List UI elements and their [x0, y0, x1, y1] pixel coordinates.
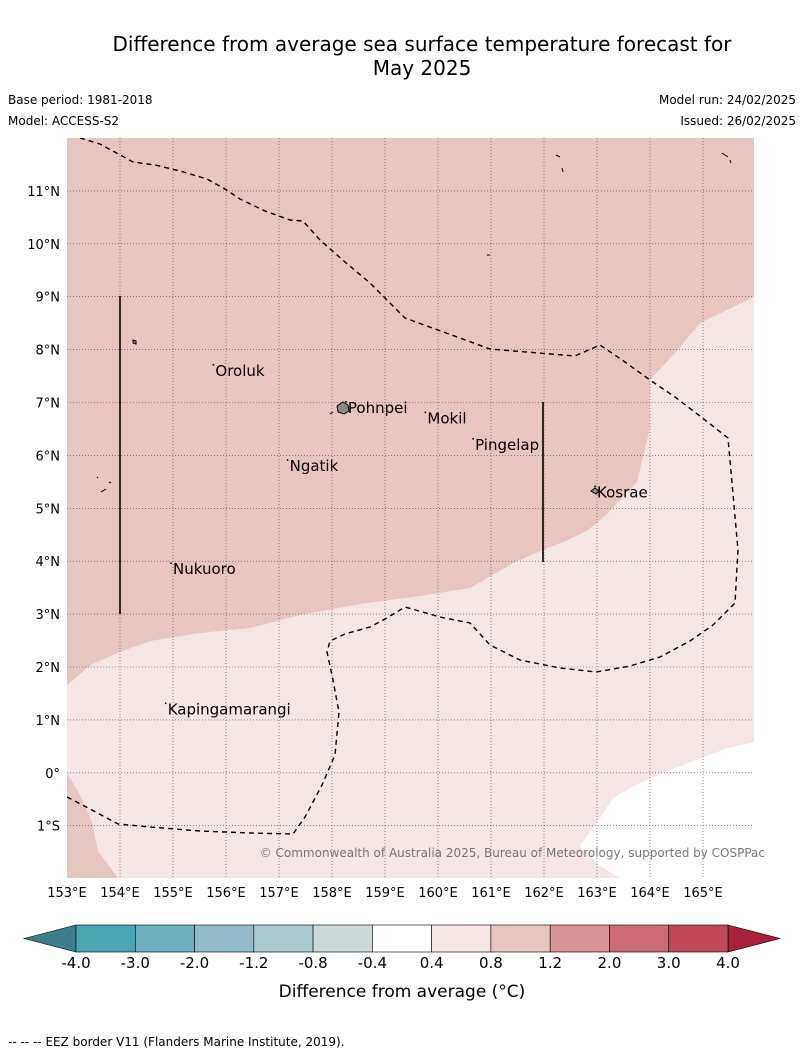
- west-islet: [132, 339, 137, 345]
- colorbar-tick-label: 1.2: [538, 954, 562, 972]
- lat-tick-label: 1°S: [37, 820, 60, 835]
- place-marker: [424, 411, 427, 414]
- place-marker: [472, 437, 474, 440]
- lon-tick-label: 162°E: [524, 886, 564, 901]
- lon-tick-label: 163°E: [577, 886, 617, 901]
- colorbar-under-arrow: [22, 924, 77, 953]
- colorbar-tick-label: 0.4: [420, 954, 444, 972]
- colorbar-tick-label: -0.4: [358, 954, 387, 972]
- place-marker: [286, 459, 289, 461]
- place-label: Oroluk: [215, 362, 264, 380]
- lat-tick-label: 8°N: [36, 344, 61, 359]
- lon-tick-label: 164°E: [630, 886, 670, 901]
- lon-tick-label: 154°E: [100, 886, 140, 901]
- lon-tick-label: 155°E: [153, 886, 193, 901]
- model-name: Model: ACCESS-S2: [8, 114, 120, 128]
- colorbar-tick-label: 2.0: [598, 954, 622, 972]
- place-label: Kosrae: [597, 483, 648, 501]
- lon-tick-label: 165°E: [683, 886, 723, 901]
- lat-tick-label: 9°N: [36, 291, 61, 306]
- lat-tick-label: 5°N: [36, 502, 61, 517]
- copyright-notice: © Commonwealth of Australia 2025, Bureau…: [260, 846, 765, 860]
- colorbar-swatch: [372, 924, 432, 953]
- lat-tick-label: 1°N: [36, 714, 61, 729]
- title-line-2: May 2025: [372, 56, 472, 80]
- lat-tick-label: 11°N: [27, 185, 60, 200]
- islands: [96, 152, 732, 495]
- place-labels: Oroluk Pohnpei Mokil Pingelap Ngatik Kosrae Nu…: [164, 362, 648, 718]
- lat-tick-label: 2°N: [36, 661, 61, 676]
- colorbar: -4.0 -3.0 -2.0 -1.2 -0.8 -0.4 0.4 0.8 1.2 2.0 3.0 4…: [22, 924, 782, 972]
- title-line-1: Difference from average sea surface temp…: [112, 32, 732, 56]
- colorbar-swatch: [134, 924, 195, 953]
- colorbar-over-arrow: [727, 924, 782, 953]
- claim-lines: [119, 296, 544, 614]
- islet-mark-2: [96, 476, 112, 493]
- colorbar-tick-label: -4.0: [61, 954, 90, 972]
- colorbar-swatch: [431, 924, 492, 953]
- place-label: Nukuoro: [173, 560, 236, 578]
- colorbar-tick-label: 3.0: [657, 954, 681, 972]
- colorbar-tick-label: 4.0: [716, 954, 740, 972]
- eez-legend-text: EEZ border V11 (Flanders Marine Institut…: [45, 1035, 345, 1049]
- axis-labels: 153°E 154°E 155°E 156°E 157°E 158°E 159°E 160°E…: [27, 185, 723, 901]
- lon-tick-label: 157°E: [259, 886, 299, 901]
- colorbar-swatch: [490, 924, 551, 953]
- islet-mark-1: [329, 411, 334, 415]
- eez-legend: -- -- -- EEZ border V11 (Flanders Marine…: [8, 1035, 345, 1049]
- place-marker: [164, 702, 167, 705]
- colorbar-tick-label: -3.0: [121, 954, 150, 972]
- colorbar-swatch: [668, 924, 729, 953]
- lat-tick-label: 6°N: [36, 449, 61, 464]
- place-marker: [212, 363, 215, 366]
- colorbar-tick-label: -2.0: [180, 954, 209, 972]
- place-label: Ngatik: [290, 457, 339, 475]
- islet-mark-3: [487, 152, 732, 256]
- place-label: Kapingamarangi: [168, 700, 291, 718]
- model-run: Model run: 24/02/2025: [658, 93, 796, 107]
- eez-borders: [67, 138, 739, 835]
- base-period: Base period: 1981-2018: [8, 93, 153, 107]
- place-label: Mokil: [427, 409, 466, 427]
- lon-tick-label: 158°E: [312, 886, 352, 901]
- anomaly-patch-southwest: [67, 773, 118, 878]
- place-label: Pohnpei: [348, 399, 408, 417]
- graticule: [67, 138, 754, 878]
- sst-map: Oroluk Pohnpei Mokil Pingelap Ngatik Kosrae Nu…: [22, 138, 782, 1002]
- lat-tick-label: 0°: [45, 767, 60, 782]
- lon-tick-label: 153°E: [47, 886, 87, 901]
- colorbar-swatch: [609, 924, 670, 953]
- pohnpei-island: [336, 401, 350, 415]
- colorbar-swatch: [312, 924, 373, 953]
- place-marker: [345, 400, 347, 403]
- lat-tick-label: 4°N: [36, 555, 61, 570]
- colorbar-tick-label: -0.8: [298, 954, 327, 972]
- colorbar-label: Difference from average (°C): [279, 982, 526, 1002]
- colorbar-tick-label: -1.2: [239, 954, 268, 972]
- colorbar-swatch: [549, 924, 610, 953]
- lon-tick-label: 156°E: [206, 886, 246, 901]
- colorbar-swatch: [253, 924, 314, 953]
- lat-tick-label: 10°N: [27, 238, 60, 253]
- lon-tick-label: 160°E: [418, 886, 458, 901]
- lat-tick-label: 3°N: [36, 608, 61, 623]
- lon-tick-label: 161°E: [471, 886, 511, 901]
- kosrae-island: [590, 487, 600, 495]
- eez-legend-symbol: -- -- --: [8, 1035, 42, 1049]
- eez-border-north: [67, 138, 739, 835]
- anomaly-band-near-zero: [580, 742, 754, 878]
- place-label: Pingelap: [475, 436, 539, 454]
- colorbar-swatch: [75, 924, 136, 953]
- anomaly-band-0.8-1.2: [67, 138, 754, 685]
- lat-tick-label: 7°N: [36, 397, 61, 412]
- lon-tick-label: 159°E: [365, 886, 405, 901]
- issued-date: Issued: 26/02/2025: [680, 114, 796, 128]
- place-marker: [594, 485, 596, 488]
- place-marker: [170, 562, 172, 565]
- map-title: Difference from average sea surface temp…: [60, 32, 784, 80]
- colorbar-swatch: [194, 924, 255, 953]
- colorbar-tick-label: 0.8: [479, 954, 503, 972]
